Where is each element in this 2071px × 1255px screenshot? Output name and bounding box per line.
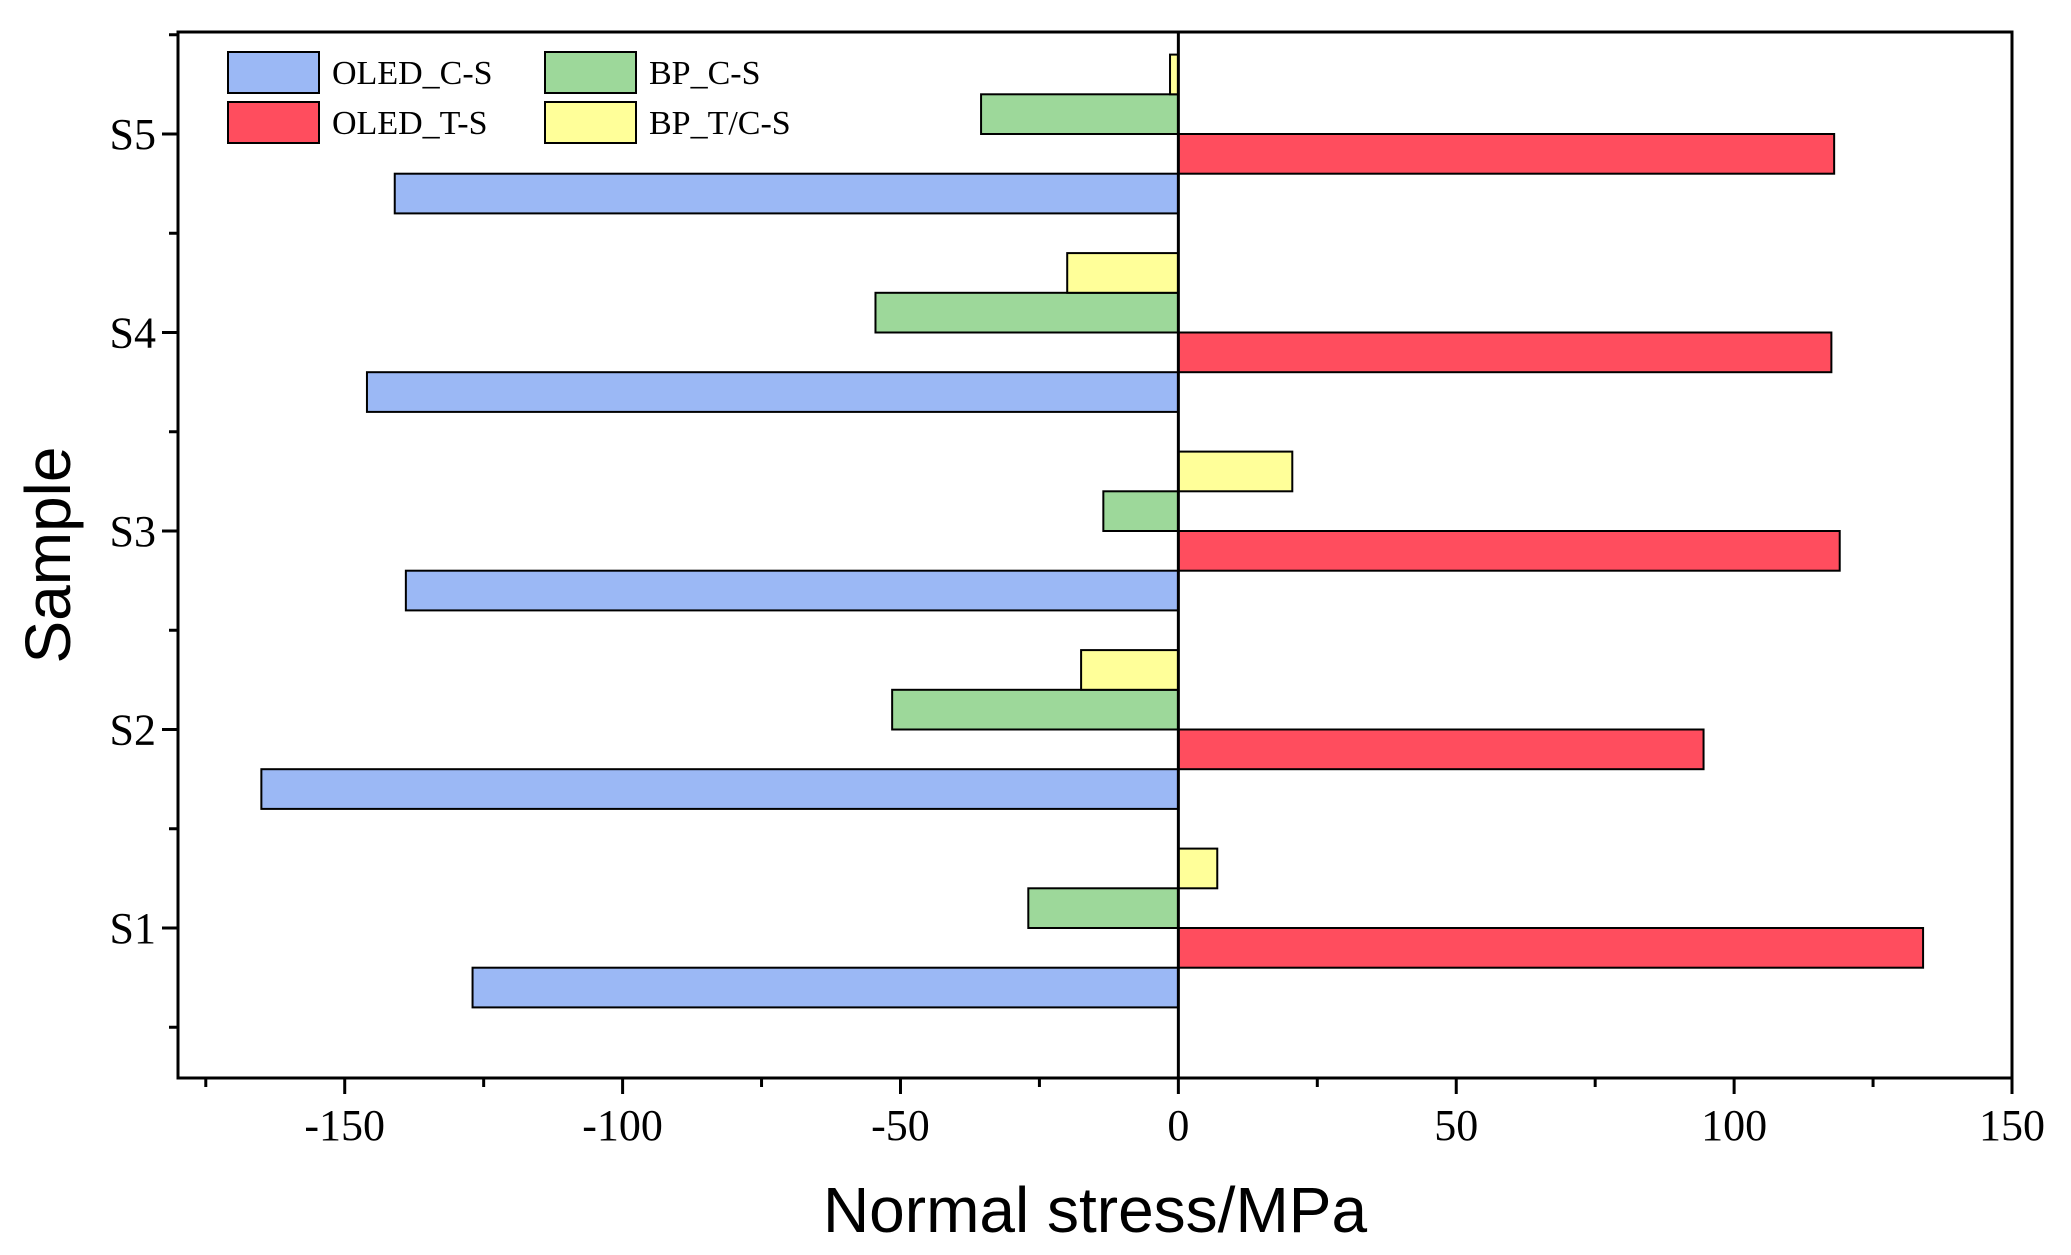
legend-label-bp-c-s: BP_C-S — [649, 55, 761, 92]
plot-frame — [176, 30, 2014, 1080]
bar-s4-bp-t-c-s — [1066, 252, 1180, 294]
x-tick-label: -100 — [582, 1101, 663, 1150]
x-tick-label: -50 — [871, 1101, 930, 1150]
y-axis-title: Sample — [12, 447, 84, 664]
bar-s5-bp-c-s — [980, 93, 1180, 136]
bar-s5-oled-t-s — [1177, 133, 1836, 175]
x-axis-ticks: -150 -100 -50 0 50 100 150 — [204, 1078, 2045, 1150]
y-tick-label-s5: S5 — [110, 110, 156, 159]
bar-s2-oled-c-s — [260, 768, 1180, 810]
bar-s1-oled-t-s — [1177, 927, 1925, 969]
x-tick-label: 100 — [1701, 1101, 1767, 1150]
bar-s4-oled-c-s — [365, 371, 1180, 413]
legend-swatch-bp-t-c-s — [544, 101, 637, 144]
bar-s4-oled-t-s — [1177, 331, 1833, 374]
legend-swatch-bp-c-s — [544, 51, 637, 94]
legend: OLED_C-S BP_C-S OLED_T-S BP_T/C-S — [227, 51, 791, 144]
bar-s2-bp-t-c-s — [1080, 649, 1180, 691]
bars-layer — [260, 53, 1925, 1009]
x-axis-title: Normal stress/MPa — [823, 1174, 1368, 1246]
y-tick-label-s1: S1 — [110, 904, 156, 953]
legend-label-oled-t-s: OLED_T-S — [332, 105, 488, 142]
bar-s1-bp-c-s — [1027, 887, 1180, 929]
bar-s3-bp-t-c-s — [1177, 450, 1294, 493]
y-axis-ticks: S1 S2 S3 S4 S5 — [110, 33, 178, 1029]
bar-s2-oled-t-s — [1177, 728, 1705, 771]
x-tick-label: -150 — [304, 1101, 385, 1150]
legend-swatch-oled-t-s — [227, 101, 320, 144]
y-tick-label-s2: S2 — [110, 706, 156, 755]
legend-label-bp-t-c-s: BP_T/C-S — [649, 105, 791, 142]
x-tick-label: 0 — [1167, 1101, 1189, 1150]
legend-swatch-oled-c-s — [227, 51, 320, 94]
y-tick-label-s4: S4 — [110, 309, 156, 358]
bar-s5-oled-c-s — [393, 172, 1180, 215]
y-tick-label-s3: S3 — [110, 507, 156, 556]
legend-label-oled-c-s: OLED_C-S — [332, 55, 493, 92]
bar-s3-oled-t-s — [1177, 530, 1841, 572]
bar-s3-bp-c-s — [1102, 490, 1180, 532]
bar-s4-bp-c-s — [874, 291, 1180, 334]
bar-s1-bp-t-c-s — [1177, 847, 1219, 890]
x-tick-label: 150 — [1979, 1101, 2045, 1150]
x-tick-label: 50 — [1434, 1101, 1478, 1150]
bar-s3-oled-c-s — [404, 569, 1180, 612]
bar-s1-oled-c-s — [471, 966, 1180, 1009]
bar-s2-bp-c-s — [891, 688, 1180, 731]
